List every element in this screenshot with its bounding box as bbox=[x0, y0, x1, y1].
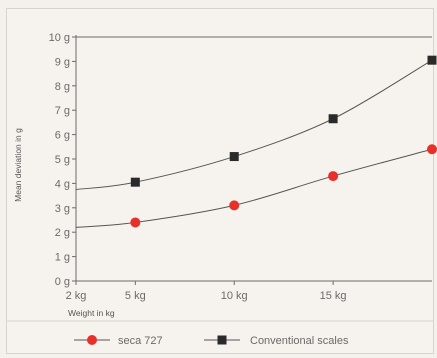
y-tick-label: 9 g bbox=[55, 56, 70, 68]
x-axis: 2 kg 5 kg 10 kg 15 kg bbox=[66, 281, 432, 302]
y-tick-label: 4 g bbox=[55, 178, 70, 190]
y-tick-label: 3 g bbox=[55, 203, 70, 215]
y-tick-label: 7 g bbox=[55, 105, 70, 117]
legend: seca 727 Conventional scales bbox=[74, 335, 349, 347]
data-point-seca-727 bbox=[229, 200, 239, 210]
y-tick-label: 10 g bbox=[49, 32, 70, 44]
legend-marker-conventional-scales bbox=[218, 336, 227, 345]
legend-label-seca-727: seca 727 bbox=[118, 335, 163, 347]
legend-marker-seca-727 bbox=[87, 335, 97, 345]
x-tick-label: 10 kg bbox=[221, 290, 248, 302]
data-point-conventional-scales bbox=[131, 178, 140, 187]
legend-label-conventional-scales: Conventional scales bbox=[250, 335, 349, 347]
x-axis-label: Weight in kg bbox=[68, 308, 115, 318]
data-point-conventional-scales bbox=[230, 152, 239, 161]
y-tick-label: 2 g bbox=[55, 227, 70, 239]
series-line-conventional-scales bbox=[76, 60, 432, 189]
x-tick-label: 5 kg bbox=[125, 290, 146, 302]
data-point-seca-727 bbox=[328, 171, 338, 181]
data-point-conventional-scales bbox=[329, 114, 338, 123]
y-tick-label: 6 g bbox=[55, 130, 70, 142]
y-tick-label: 5 g bbox=[55, 154, 70, 166]
data-point-seca-727 bbox=[427, 144, 437, 154]
x-tick-label: 15 kg bbox=[320, 290, 347, 302]
y-axis: 0 g 1 g 2 g 3 g 4 g 5 g 6 g 7 g 8 g 9 g 10 g bbox=[49, 32, 432, 288]
series-line-seca-727 bbox=[76, 149, 432, 227]
y-axis-label: Mean deviation in g bbox=[13, 128, 23, 202]
data-point-seca-727 bbox=[130, 217, 140, 227]
y-tick-label: 0 g bbox=[55, 276, 70, 288]
series-layer bbox=[76, 56, 437, 228]
x-tick-label: 2 kg bbox=[66, 290, 87, 302]
y-tick-label: 8 g bbox=[55, 81, 70, 93]
y-tick-label: 1 g bbox=[55, 252, 70, 264]
data-point-conventional-scales bbox=[428, 56, 437, 65]
